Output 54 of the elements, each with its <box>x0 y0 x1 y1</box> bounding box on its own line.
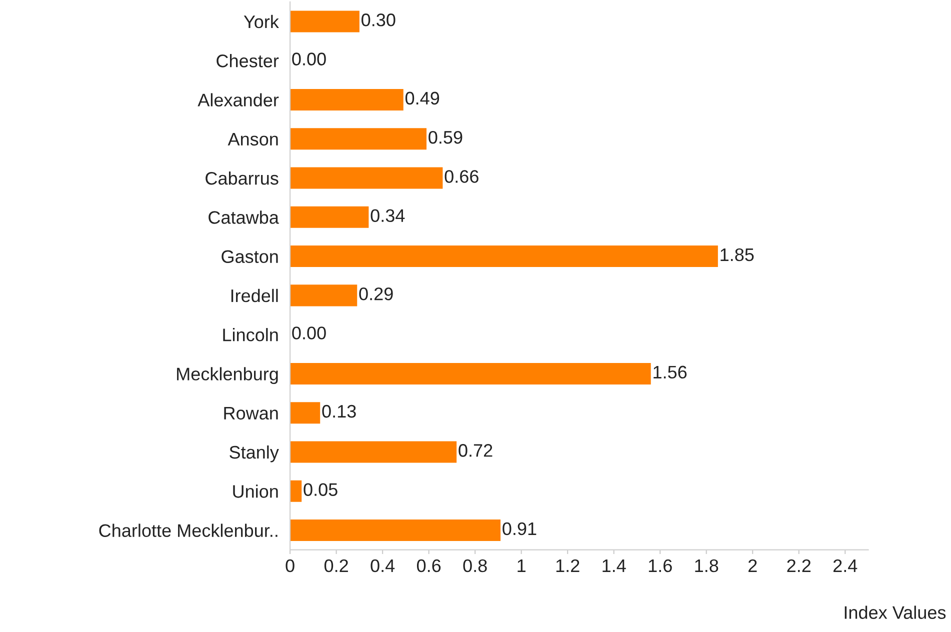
y-tick-label: Catawba <box>208 210 279 224</box>
x-tick-label: 2.2 <box>787 559 811 572</box>
y-tick-label: Alexander <box>198 93 279 106</box>
x-tick-label: 0.4 <box>370 559 395 572</box>
x-axis-title: Index Values <box>844 606 946 619</box>
data-label: 0.49 <box>405 92 440 105</box>
data-label: 0.66 <box>444 170 478 183</box>
y-tick-label: Cabarrus <box>206 171 278 185</box>
x-tick-label: 1.8 <box>695 559 718 572</box>
y-tick-label: Rowan <box>224 406 278 420</box>
y-tick-label: Union <box>233 484 278 498</box>
x-tick-label: 1 <box>518 560 526 572</box>
bar <box>290 10 360 32</box>
x-tick-label: 1.4 <box>602 560 626 572</box>
y-tick-label: Charlotte Mecklenbur.. <box>99 524 278 537</box>
x-tick-label: 2 <box>748 559 757 572</box>
x-tick-label: 0.6 <box>416 559 441 572</box>
bar <box>290 441 457 463</box>
bar <box>290 520 501 542</box>
y-tick-label: Chester <box>216 54 279 68</box>
bar <box>290 128 427 150</box>
data-label: 1.85 <box>720 248 754 262</box>
bar <box>290 284 358 306</box>
data-label: 0.30 <box>362 14 396 26</box>
data-label: 0.72 <box>458 444 492 457</box>
y-tick-label: Mecklenburg <box>177 367 278 384</box>
y-tick-label: York <box>244 14 279 28</box>
data-label: 0.00 <box>292 326 326 340</box>
data-label: 0.29 <box>359 288 393 300</box>
bar <box>290 362 651 384</box>
data-label: 0.05 <box>304 483 338 496</box>
bar <box>290 167 443 189</box>
bar <box>290 480 302 502</box>
bar <box>290 246 718 268</box>
y-tick-label: Lincoln <box>223 328 278 342</box>
data-label: 0.59 <box>428 130 462 144</box>
y-tick-label: Iredell <box>231 288 278 302</box>
data-label: 0.00 <box>292 52 326 66</box>
x-tick-label: 2.4 <box>833 559 858 572</box>
data-label: 0.13 <box>322 404 356 418</box>
x-tick-label: 1.2 <box>556 559 580 572</box>
y-tick-label: Anson <box>228 133 278 146</box>
x-tick-label: 0 <box>286 559 294 572</box>
data-label: 1.56 <box>654 366 687 379</box>
x-tick-label: 0.2 <box>324 559 348 572</box>
bar <box>290 402 320 424</box>
x-tick-label: 1.6 <box>648 559 672 572</box>
y-tick-label: Stanly <box>230 445 279 462</box>
data-label: 0.91 <box>502 522 536 536</box>
y-tick-label: Gaston <box>222 250 278 264</box>
x-tick-label: 0.8 <box>463 559 487 572</box>
data-label: 0.34 <box>370 209 405 222</box>
bar <box>290 206 369 228</box>
bar <box>290 88 404 111</box>
